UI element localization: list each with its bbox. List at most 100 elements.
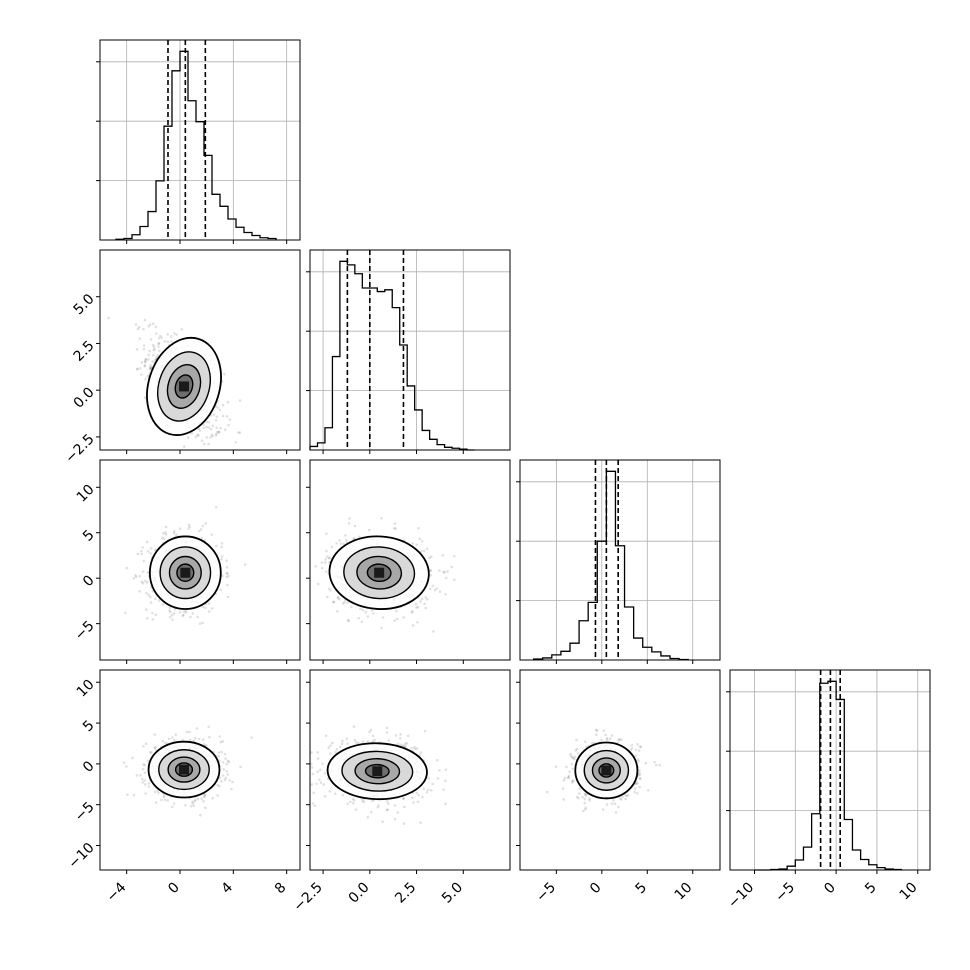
- scatter-point: [155, 356, 158, 359]
- scatter-point: [235, 450, 238, 453]
- scatter-point: [419, 550, 423, 553]
- scatter-point: [438, 590, 442, 593]
- scatter-point: [315, 782, 318, 786]
- scatter-point: [429, 788, 433, 792]
- scatter-point: [223, 778, 227, 782]
- scatter-point: [204, 806, 207, 810]
- scatter-point: [148, 367, 152, 371]
- scatter-point: [171, 618, 174, 622]
- scatter-point: [194, 435, 198, 439]
- density-peak: [601, 765, 612, 776]
- scatter-point: [196, 615, 199, 619]
- scatter-point: [594, 728, 598, 732]
- scatter-point: [565, 765, 568, 769]
- scatter-point: [410, 796, 414, 799]
- scatter-point: [125, 566, 129, 570]
- scatter-point: [353, 738, 357, 742]
- scatter-point: [381, 616, 385, 619]
- scatter-point: [143, 771, 147, 775]
- scatter-point: [453, 578, 456, 582]
- scatter-point: [438, 569, 441, 572]
- scatter-point: [318, 768, 322, 772]
- scatter-point: [569, 752, 572, 756]
- scatter-point: [605, 803, 609, 806]
- scatter-point: [218, 776, 222, 780]
- scatter-point: [158, 349, 161, 353]
- scatter-point: [164, 533, 168, 536]
- scatter-point: [329, 589, 332, 592]
- scatter-point: [310, 751, 313, 754]
- scatter-point: [310, 766, 314, 769]
- scatter-point: [306, 785, 309, 788]
- scatter-panel-1-2: [314, 516, 456, 633]
- scatter-point: [429, 569, 433, 572]
- scatter-point: [618, 797, 622, 800]
- scatter-point: [231, 780, 234, 784]
- scatter-point: [354, 741, 358, 744]
- scatter-point: [166, 799, 170, 802]
- scatter-point: [219, 588, 223, 592]
- scatter-point: [182, 613, 185, 617]
- scatter-point: [357, 616, 361, 620]
- scatter-point: [218, 735, 222, 738]
- scatter-point: [164, 525, 168, 529]
- y-tick-label: 0.0: [71, 385, 98, 412]
- scatter-point: [220, 750, 223, 754]
- scatter-point: [191, 612, 195, 615]
- scatter-point: [210, 607, 214, 610]
- scatter-point: [227, 423, 230, 427]
- scatter-point: [142, 763, 145, 766]
- scatter-point: [208, 436, 212, 439]
- scatter-point: [385, 808, 389, 812]
- scatter-point: [152, 348, 156, 352]
- scatter-point: [220, 780, 223, 783]
- scatter-point: [175, 533, 178, 537]
- x-tick-label: 0.0: [346, 880, 373, 907]
- scatter-point: [200, 797, 204, 801]
- scatter-point: [634, 748, 638, 752]
- scatter-point: [436, 777, 440, 780]
- scatter-point: [307, 754, 310, 757]
- scatter-point: [189, 804, 193, 808]
- scatter-point: [419, 600, 422, 603]
- scatter-point: [192, 804, 196, 807]
- scatter-point: [366, 615, 370, 618]
- scatter-point: [336, 610, 339, 613]
- scatter-point: [394, 527, 397, 530]
- scatter-point: [344, 538, 348, 542]
- scatter-point: [225, 572, 229, 575]
- scatter-point: [395, 609, 398, 613]
- scatter-point: [393, 817, 397, 821]
- scatter-point: [416, 605, 420, 609]
- x-tick-label: 0: [821, 880, 839, 898]
- scatter-point: [644, 761, 648, 765]
- scatter-point: [151, 322, 155, 326]
- scatter-point: [325, 549, 328, 553]
- scatter-point: [395, 617, 399, 621]
- scatter-point: [412, 801, 415, 804]
- scatter-point: [139, 774, 142, 777]
- scatter-point: [157, 345, 160, 348]
- scatter-point: [638, 771, 641, 775]
- y-tick-label: 5: [80, 527, 98, 545]
- scatter-point: [590, 742, 594, 745]
- scatter-point: [393, 522, 397, 525]
- scatter-point: [366, 740, 370, 743]
- histogram-frame: [519, 459, 721, 661]
- scatter-point: [188, 738, 192, 742]
- scatter-point: [346, 618, 350, 622]
- scatter-point: [567, 774, 571, 778]
- scatter-point: [164, 531, 167, 534]
- scatter-point: [210, 433, 214, 437]
- scatter-point: [221, 774, 225, 777]
- density-peak: [180, 567, 191, 578]
- scatter-point: [324, 558, 327, 561]
- scatter-point: [323, 561, 327, 564]
- scatter-point: [146, 570, 150, 574]
- scatter-point: [143, 360, 147, 364]
- panel-content: [107, 316, 242, 453]
- scatter-point: [356, 741, 360, 745]
- scatter-point: [144, 359, 147, 363]
- panel-content: [306, 725, 448, 825]
